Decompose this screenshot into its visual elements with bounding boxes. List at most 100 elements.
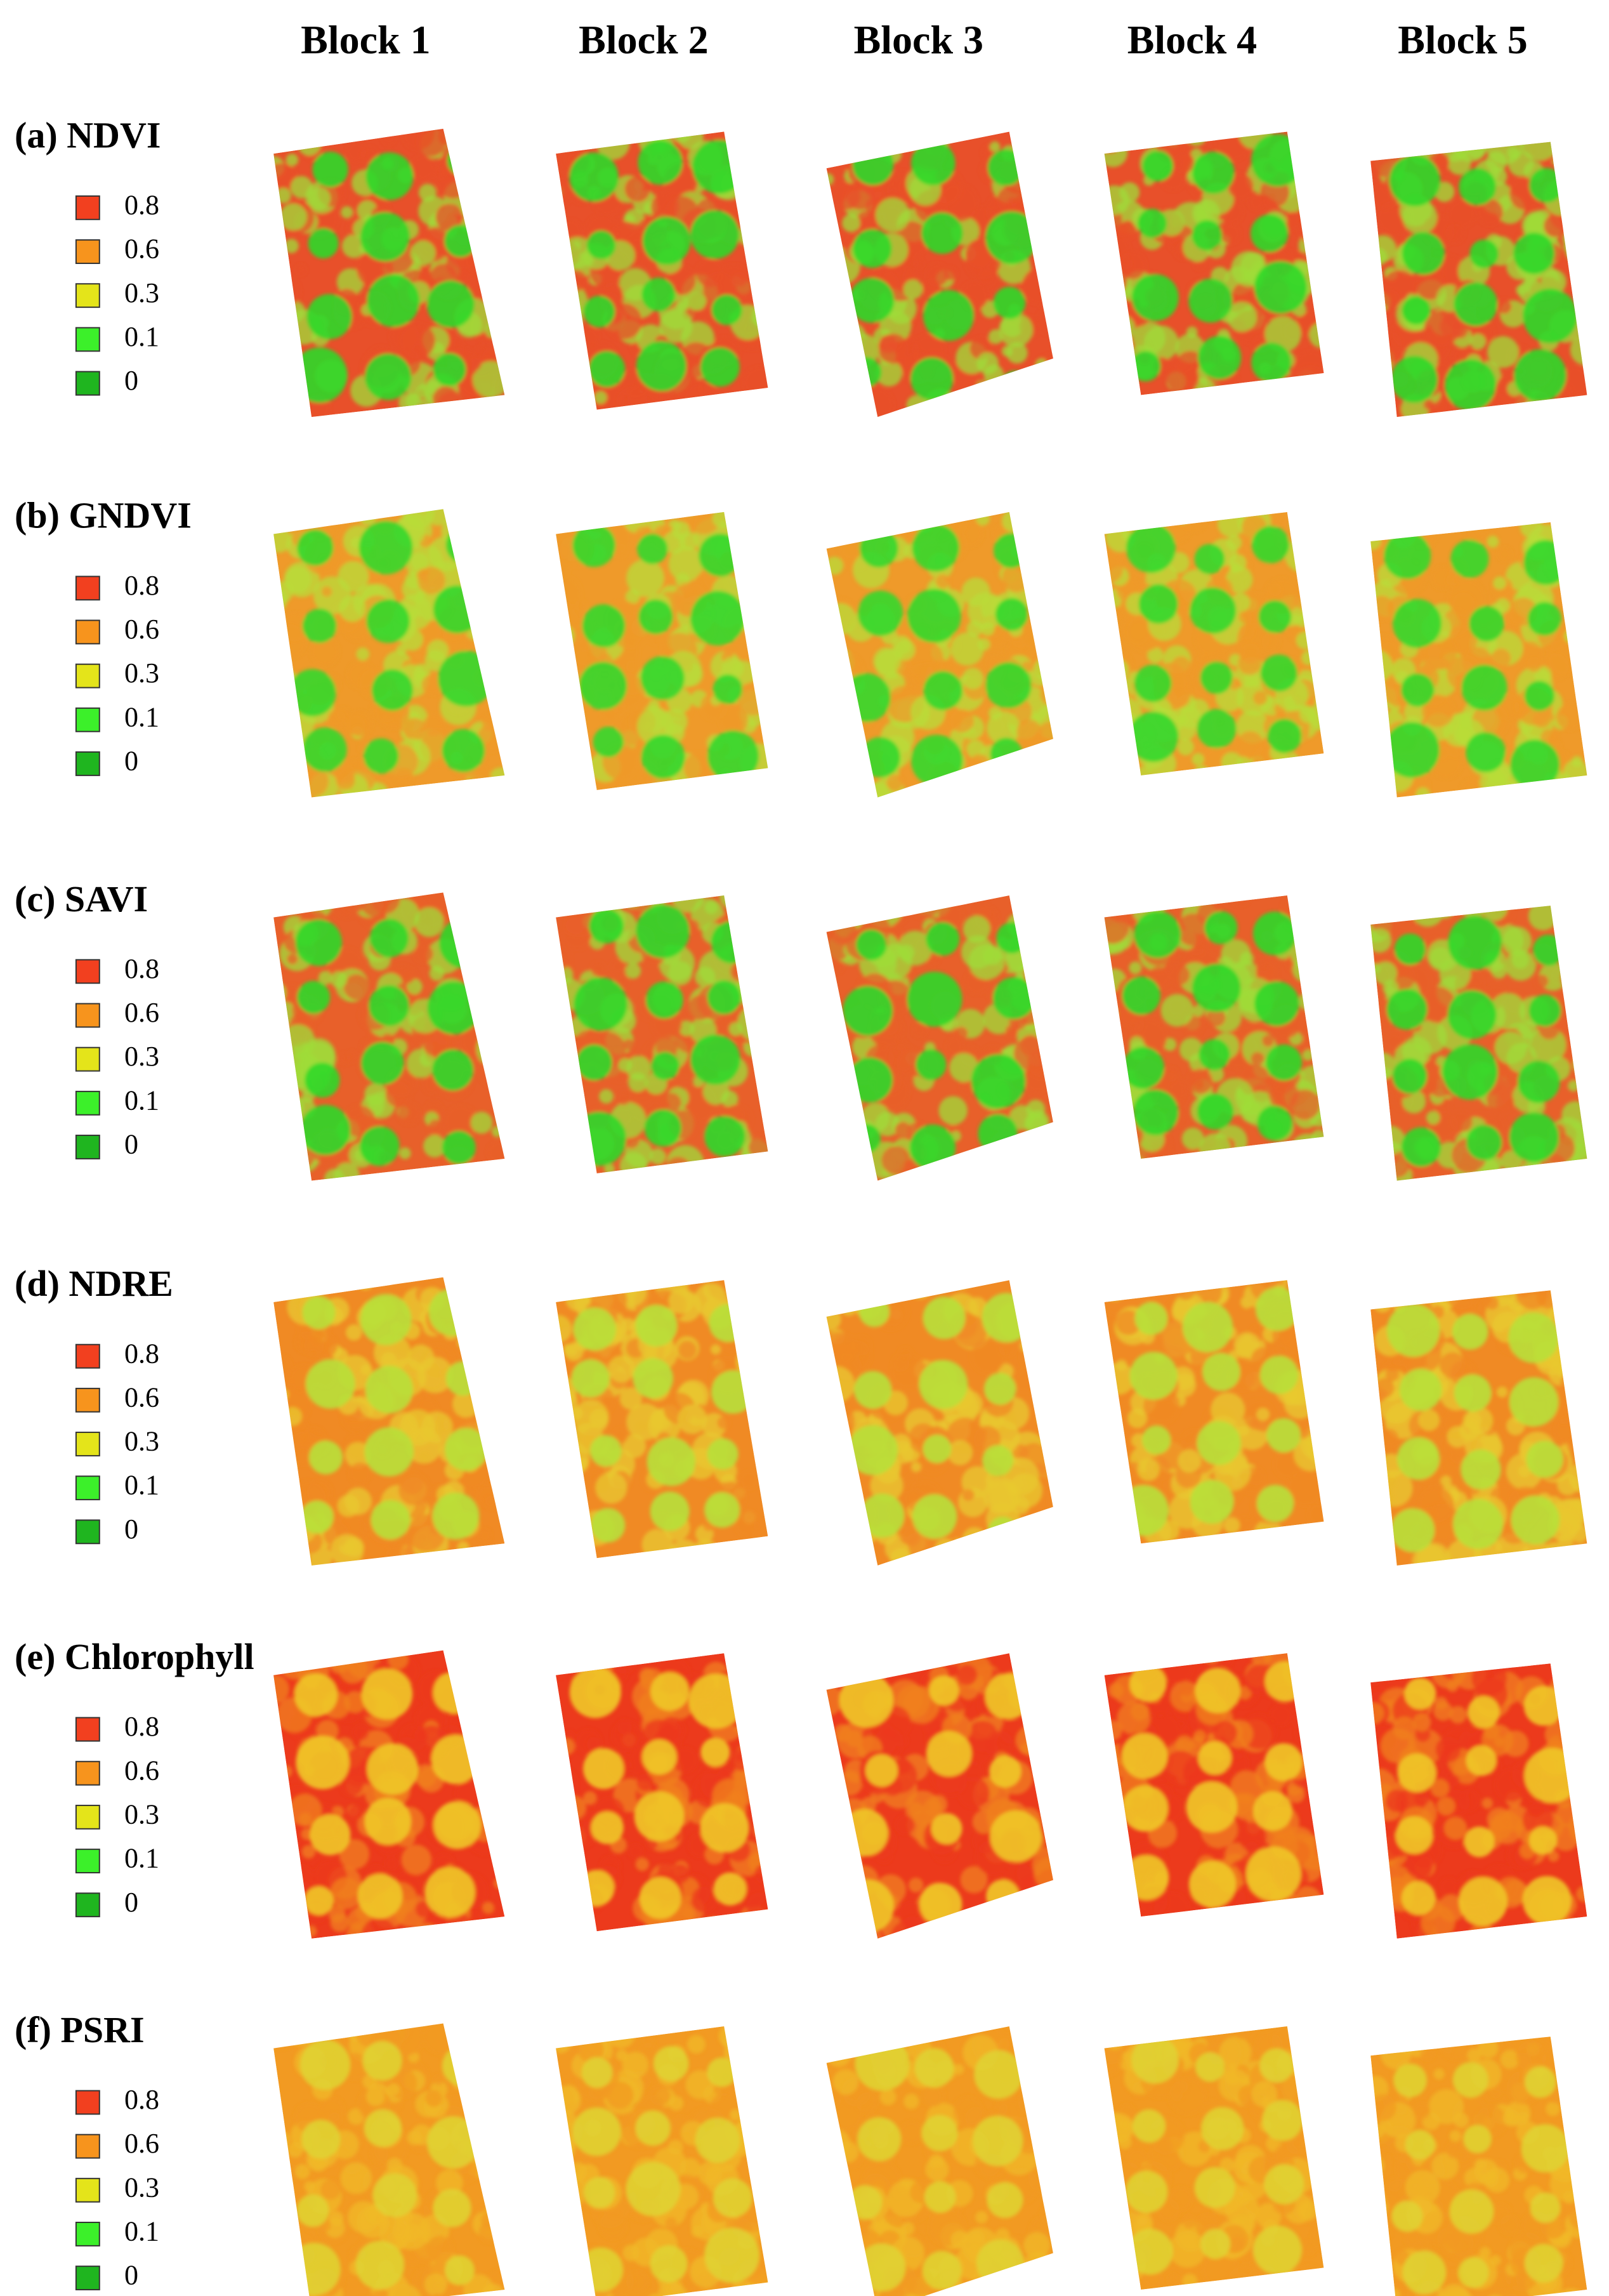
- texture-patch: [457, 1277, 477, 1292]
- texture-patch: [339, 1053, 351, 1065]
- texture-patch: [989, 141, 1001, 152]
- canopy-blob: [993, 286, 1026, 319]
- texture-patch: [741, 1280, 768, 1298]
- texture-patch: [489, 2142, 505, 2163]
- canopy-blob: [709, 1304, 747, 1342]
- texture-patch: [1448, 624, 1478, 654]
- texture-patch: [738, 1914, 761, 1932]
- texture-patch: [1402, 199, 1438, 235]
- texture-patch: [475, 228, 505, 258]
- texture-patch: [977, 386, 996, 404]
- texture-patch: [636, 1774, 654, 1791]
- texture-patch: [960, 771, 982, 793]
- legend-swatch: [75, 2221, 100, 2247]
- texture-patch: [281, 1920, 306, 1939]
- canopy-blob: [1404, 1677, 1436, 1710]
- texture-patch: [486, 142, 502, 157]
- texture-patch: [749, 1280, 768, 1317]
- texture-patch: [1563, 1300, 1587, 1336]
- texture-patch: [273, 1277, 289, 1295]
- texture-patch: [1424, 1078, 1439, 1093]
- texture-patch: [750, 1917, 768, 1932]
- texture-patch: [556, 2257, 571, 2277]
- texture-patch: [285, 1866, 301, 1883]
- texture-patch: [384, 1857, 398, 1870]
- texture-patch: [400, 1471, 424, 1494]
- texture-patch: [1548, 638, 1586, 676]
- canopy-blob: [1141, 1425, 1171, 1455]
- index-map: [273, 509, 505, 798]
- texture-patch: [407, 2130, 423, 2146]
- canopy-blob: [852, 1124, 881, 1154]
- canopy-blob: [921, 212, 963, 254]
- texture-patch: [730, 2109, 741, 2120]
- texture-patch: [583, 1653, 611, 1670]
- texture-patch: [1447, 579, 1485, 617]
- canopy-blob: [711, 294, 742, 326]
- texture-patch: [1575, 1426, 1587, 1449]
- texture-patch: [465, 355, 482, 371]
- texture-patch: [1018, 2088, 1045, 2116]
- texture-patch: [273, 1060, 293, 1082]
- texture-patch: [1104, 1110, 1124, 1142]
- legend-swatch: [75, 2090, 100, 2115]
- texture-patch: [633, 2101, 645, 2113]
- canopy-blob: [971, 1054, 1026, 1109]
- texture-patch: [1449, 1706, 1467, 1724]
- canopy-blob: [1256, 1484, 1294, 1522]
- texture-patch: [556, 2286, 586, 2296]
- legend-swatch: [75, 239, 100, 264]
- canopy-blob: [583, 1748, 624, 1790]
- texture-patch: [273, 527, 292, 553]
- canopy-blob: [1526, 1441, 1563, 1478]
- texture-patch: [414, 944, 434, 963]
- texture-patch: [826, 1545, 862, 1566]
- texture-patch: [1382, 980, 1399, 996]
- texture-patch: [356, 647, 370, 661]
- texture-patch: [481, 273, 505, 300]
- texture-patch: [1448, 200, 1476, 228]
- texture-patch: [1564, 1345, 1587, 1376]
- texture-patch: [1303, 1319, 1323, 1340]
- canopy-blob: [589, 1435, 622, 1467]
- texture-patch: [836, 362, 855, 381]
- texture-patch: [743, 2117, 768, 2146]
- texture-patch: [908, 1877, 924, 1893]
- texture-patch: [386, 2284, 422, 2296]
- texture-patch: [826, 279, 848, 307]
- texture-patch: [1286, 211, 1301, 227]
- texture-patch: [1042, 1327, 1053, 1347]
- texture-patch: [478, 1383, 505, 1420]
- texture-patch: [1495, 1093, 1514, 1112]
- canopy-blob: [923, 1434, 952, 1463]
- canopy-blob: [360, 1294, 412, 1345]
- canopy-blob: [990, 737, 1023, 770]
- texture-patch: [719, 895, 745, 909]
- texture-patch: [471, 540, 504, 573]
- texture-patch: [273, 385, 283, 404]
- texture-patch: [829, 2194, 848, 2212]
- texture-patch: [1304, 1031, 1324, 1051]
- texture-patch: [1033, 928, 1053, 960]
- canopy-blob: [1190, 587, 1237, 634]
- texture-patch: [876, 1847, 893, 1864]
- canopy-blob: [1254, 981, 1299, 1026]
- texture-patch: [1563, 1920, 1585, 1939]
- texture-patch: [672, 1747, 698, 1773]
- texture-patch: [461, 949, 475, 964]
- texture-patch: [493, 895, 505, 908]
- texture-patch: [308, 187, 331, 210]
- texture-patch: [1415, 787, 1431, 798]
- texture-patch: [488, 138, 501, 152]
- texture-patch: [1459, 714, 1472, 728]
- canopy-blob: [923, 289, 975, 341]
- texture-patch: [275, 297, 292, 314]
- texture-patch: [896, 1280, 917, 1293]
- canopy-blob: [690, 1034, 740, 1085]
- texture-patch: [1563, 955, 1577, 968]
- texture-patch: [666, 1145, 704, 1173]
- texture-patch: [1370, 1702, 1384, 1725]
- texture-patch: [961, 1536, 976, 1552]
- texture-patch: [370, 892, 400, 914]
- canopy-blob: [1134, 1302, 1168, 1335]
